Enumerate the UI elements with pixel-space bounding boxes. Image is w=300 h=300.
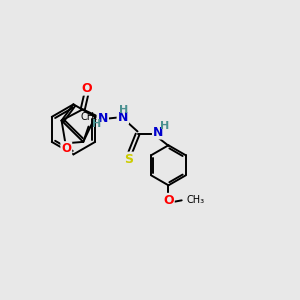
- Text: N: N: [153, 125, 163, 139]
- Text: O: O: [163, 194, 174, 207]
- Text: H: H: [119, 105, 128, 115]
- Text: H: H: [160, 121, 169, 131]
- Text: N: N: [118, 111, 128, 124]
- Text: CH₃: CH₃: [187, 195, 205, 205]
- Text: S: S: [124, 153, 133, 166]
- Text: CH₃: CH₃: [80, 112, 98, 122]
- Text: N: N: [98, 112, 108, 125]
- Text: O: O: [82, 82, 92, 94]
- Text: O: O: [61, 142, 71, 155]
- Text: H: H: [92, 119, 101, 129]
